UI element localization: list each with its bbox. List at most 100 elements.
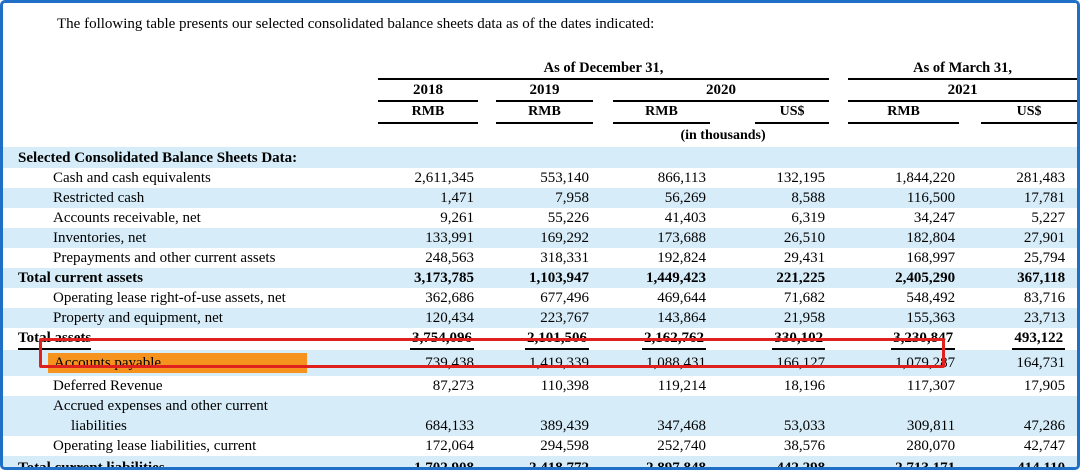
cell-2020-usd: 221,225 bbox=[776, 270, 826, 286]
row-label: Operating lease liabilities, current bbox=[53, 438, 257, 454]
table-row: Total current liabilities 1,702,908 2,41… bbox=[3, 456, 1077, 470]
cell-2020-rmb: 866,113 bbox=[657, 170, 706, 186]
cell-2020-usd: 6,319 bbox=[791, 210, 826, 226]
cell-2019-rmb: 2,418,772 bbox=[529, 460, 589, 470]
currency-2018-rmb: RMB bbox=[378, 101, 478, 124]
cell-2018-rmb: 2,611,345 bbox=[414, 170, 474, 186]
cell-2021-usd: 27,901 bbox=[1023, 230, 1066, 246]
cell-2021-usd: 367,118 bbox=[1017, 270, 1066, 286]
year-2021: 2021 bbox=[848, 79, 1077, 102]
cell-2018-rmb: 120,434 bbox=[425, 310, 474, 326]
cell-2019-rmb: 1,103,947 bbox=[529, 270, 589, 286]
table-row: Operating lease right-of-use assets, net… bbox=[3, 288, 1077, 308]
currency-header-row: RMB RMB RMB US$ RMB US$ bbox=[3, 101, 1077, 124]
cell-2020-rmb: 252,740 bbox=[657, 438, 706, 454]
cell-2020-usd: 26,510 bbox=[783, 230, 826, 246]
section-header-row: Selected Consolidated Balance Sheets Dat… bbox=[3, 147, 1077, 168]
cell-2021-usd: 83,716 bbox=[1023, 290, 1066, 306]
cell-2020-rmb: 2,162,762 bbox=[613, 328, 710, 350]
row-label: Accrued expenses and other current liabil… bbox=[53, 398, 268, 434]
cell-2021-usd: 17,781 bbox=[1023, 190, 1066, 206]
cell-2021-usd: 17,905 bbox=[1023, 378, 1066, 394]
table-row: Restricted cash 1,471 7,958 56,269 8,588… bbox=[3, 188, 1077, 208]
cell-2019-rmb: 389,439 bbox=[540, 418, 589, 434]
row-label: Inventories, net bbox=[53, 230, 147, 246]
balance-sheet-header: As of December 31, As of March 31, 2018 … bbox=[3, 58, 1077, 147]
cell-2020-rmb: 119,214 bbox=[657, 378, 706, 394]
cell-2021-rmb: 155,363 bbox=[906, 310, 956, 326]
table-row: Property and equipment, net 120,434 223,… bbox=[3, 308, 1077, 328]
cell-2019-rmb: 169,292 bbox=[540, 230, 589, 246]
cell-2021-rmb: 168,997 bbox=[906, 250, 956, 266]
cell-2021-usd: 164,731 bbox=[1016, 355, 1066, 371]
cell-2021-usd: 47,286 bbox=[1023, 418, 1066, 434]
cell-2020-rmb: 347,468 bbox=[657, 418, 706, 434]
cell-2020-usd: 38,576 bbox=[783, 438, 826, 454]
intro-text: The following table presents our selecte… bbox=[57, 16, 655, 32]
cell-2018-rmb: 739,438 bbox=[425, 355, 474, 371]
cell-2020-usd: 442,298 bbox=[776, 460, 826, 470]
cell-2019-rmb: 223,767 bbox=[540, 310, 589, 326]
currency-2020-usd: US$ bbox=[755, 101, 830, 124]
row-label: Property and equipment, net bbox=[53, 310, 223, 326]
cell-2020-usd: 18,196 bbox=[783, 378, 826, 394]
cell-2019-rmb: 294,598 bbox=[540, 438, 589, 454]
year-header-row: 2018 2019 2020 2021 bbox=[3, 79, 1077, 102]
group-header-december: As of December 31, bbox=[378, 58, 830, 80]
row-label: Total current assets bbox=[18, 270, 143, 286]
row-label: Operating lease right-of-use assets, net bbox=[53, 290, 286, 306]
cell-2018-rmb: 3,754,096 bbox=[378, 328, 478, 350]
cell-2018-rmb: 684,133 bbox=[425, 418, 474, 434]
cell-2020-usd: 21,958 bbox=[783, 310, 826, 326]
cell-2021-rmb: 309,811 bbox=[906, 418, 956, 434]
cell-2018-rmb: 87,273 bbox=[432, 378, 474, 394]
cell-2020-usd: 132,195 bbox=[776, 170, 826, 186]
cell-2021-rmb: 1,079,287 bbox=[895, 355, 956, 371]
cell-2021-usd: 281,483 bbox=[1016, 170, 1066, 186]
currency-2021-rmb: RMB bbox=[848, 101, 960, 124]
cell-2020-rmb: 41,403 bbox=[664, 210, 706, 226]
table-row: Total current assets 3,173,785 1,103,947… bbox=[3, 268, 1077, 288]
cell-2018-rmb: 9,261 bbox=[440, 210, 474, 226]
cell-2021-usd: 414,110 bbox=[1017, 460, 1066, 470]
cell-2021-rmb: 182,804 bbox=[906, 230, 956, 246]
cell-2018-rmb: 362,686 bbox=[425, 290, 474, 306]
cell-2019-rmb: 7,958 bbox=[555, 190, 589, 206]
cell-2021-usd: 5,227 bbox=[1031, 210, 1066, 226]
currency-2020-rmb: RMB bbox=[613, 101, 710, 124]
section-header: Selected Consolidated Balance Sheets Dat… bbox=[18, 149, 298, 166]
year-2018: 2018 bbox=[378, 79, 478, 102]
currency-2021-usd: US$ bbox=[981, 101, 1077, 124]
units-row: (in thousands) bbox=[3, 123, 1077, 147]
cell-2019-rmb: 677,496 bbox=[540, 290, 589, 306]
cell-2018-rmb: 1,471 bbox=[440, 190, 474, 206]
cell-2021-rmb: 2,405,290 bbox=[895, 270, 956, 286]
cell-2020-rmb: 192,824 bbox=[657, 250, 706, 266]
table-row: Accounts payable 739,438 1,419,339 1,088… bbox=[3, 350, 1077, 376]
row-label: Deferred Revenue bbox=[53, 378, 163, 394]
table-row: Accrued expenses and other current liabil… bbox=[3, 396, 1077, 436]
cell-2021-rmb: 280,070 bbox=[906, 438, 956, 454]
balance-sheet-body: Selected Consolidated Balance Sheets Dat… bbox=[3, 147, 1077, 470]
cell-2019-rmb: 2,101,506 bbox=[496, 328, 593, 350]
cell-2019-rmb: 55,226 bbox=[547, 210, 589, 226]
cell-2020-usd: 330,102 bbox=[755, 328, 829, 350]
cell-2020-rmb: 1,449,423 bbox=[646, 270, 706, 286]
year-2020: 2020 bbox=[613, 79, 830, 102]
cell-2021-usd: 23,713 bbox=[1023, 310, 1066, 326]
currency-2019-rmb: RMB bbox=[496, 101, 593, 124]
table-row: Deferred Revenue 87,273 110,398 119,214 … bbox=[3, 376, 1077, 396]
cell-2020-usd: 8,588 bbox=[791, 190, 826, 206]
cell-2021-rmb: 2,713,171 bbox=[895, 460, 956, 470]
cell-2020-rmb: 2,897,848 bbox=[646, 460, 706, 470]
cell-2021-rmb: 117,307 bbox=[906, 378, 956, 394]
cell-2021-rmb: 3,230,847 bbox=[848, 328, 959, 350]
row-label: Total assets bbox=[3, 328, 343, 350]
table-row: Inventories, net 133,991 169,292 173,688… bbox=[3, 228, 1077, 248]
cell-2019-rmb: 553,140 bbox=[540, 170, 589, 186]
cell-2018-rmb: 133,991 bbox=[425, 230, 474, 246]
table-row: Accounts receivable, net 9,261 55,226 41… bbox=[3, 208, 1077, 228]
cell-2021-usd: 493,122 bbox=[981, 328, 1077, 350]
table-row: Prepayments and other current assets 248… bbox=[3, 248, 1077, 268]
